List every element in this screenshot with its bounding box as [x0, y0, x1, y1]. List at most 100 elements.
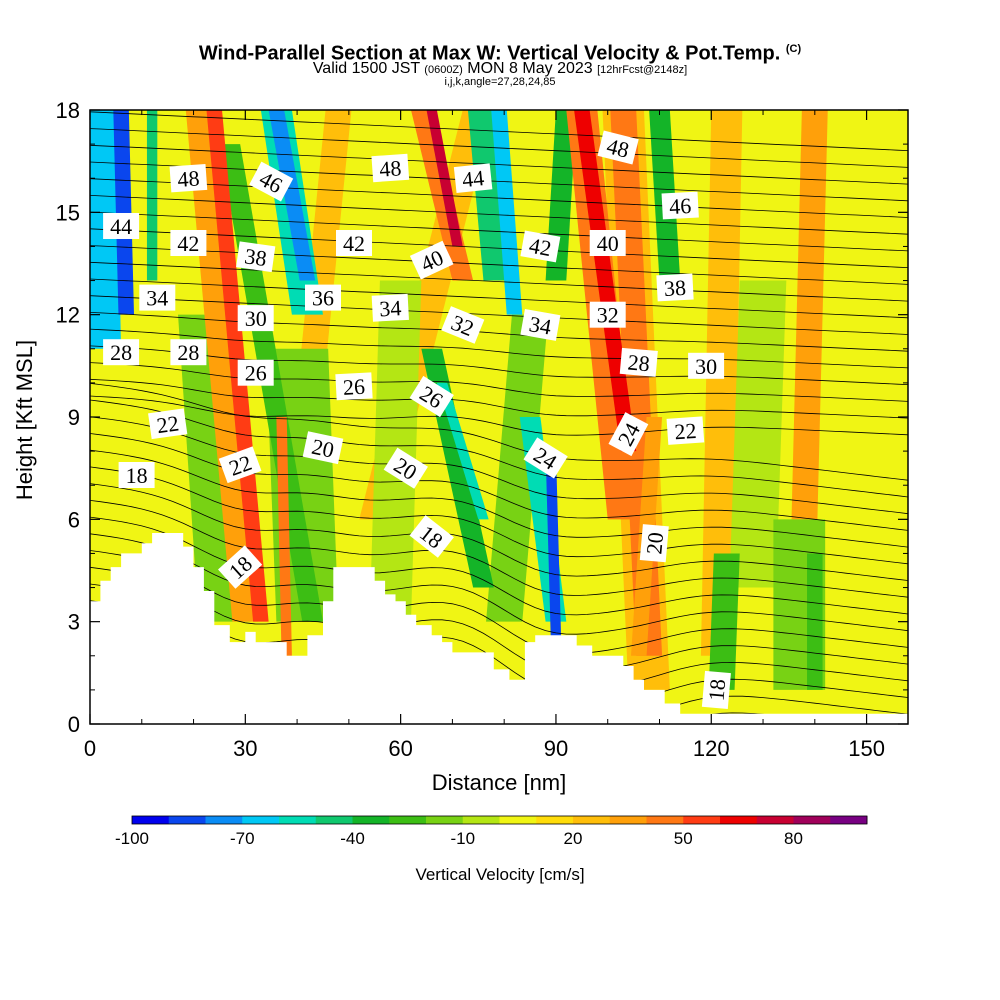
vv-band-25: [206, 110, 269, 622]
theta-label-bg: [103, 213, 140, 239]
y-tick-label: 3: [68, 610, 80, 635]
theta-label-text: 18: [703, 678, 730, 702]
theta-label-text: 28: [177, 340, 199, 365]
theta-label-text: 26: [342, 374, 365, 400]
theta-label-bg: [520, 230, 561, 263]
colorbar-swatch: [462, 816, 500, 824]
theta-label-6: 44: [103, 213, 140, 239]
theta-label-12: 40: [589, 230, 626, 256]
theta-label-text: 36: [312, 286, 334, 311]
theta-label-22: 28: [170, 339, 207, 366]
theta-label-text: 42: [177, 231, 199, 256]
theta-label-39: 18: [701, 670, 731, 709]
theta-label-24: 28: [619, 347, 658, 377]
theta-label-bg: [118, 462, 155, 488]
theta-label-4: 48: [597, 130, 639, 165]
isentrope-40: [90, 278, 908, 319]
vv-band-35: [807, 553, 823, 690]
isentrope-32: [90, 382, 908, 481]
isentrope-41: [90, 261, 908, 302]
theta-label-bg: [688, 352, 725, 379]
theta-label-bg: [237, 359, 274, 386]
theta-label-text: 38: [663, 275, 686, 301]
theta-label-11: 42: [520, 230, 561, 263]
theta-label-bg: [597, 130, 639, 165]
isentrope-34: [90, 378, 908, 419]
y-tick-label: 15: [56, 200, 80, 225]
y-tick-label: 6: [68, 507, 80, 532]
x-tick-label: 120: [693, 736, 730, 761]
colorbar-swatch: [352, 816, 390, 824]
theta-label-bg: [523, 437, 568, 479]
theta-label-8: 38: [236, 241, 276, 273]
colorbar-swatch: [279, 816, 317, 824]
isentrope-27: [90, 466, 908, 565]
theta-label-19: 32: [589, 301, 626, 328]
isentrope-36: [90, 345, 908, 385]
colorbar-tick-label: -40: [340, 829, 365, 848]
theta-label-13: 34: [139, 284, 176, 311]
theta-label-text: 34: [379, 295, 402, 321]
theta-label-bg: [409, 240, 454, 280]
terrain-mask: [90, 533, 908, 724]
colorbar-swatch: [793, 816, 831, 824]
y-axis-title: Height [Kft MSL]: [12, 340, 37, 500]
isentrope-25: [90, 500, 908, 598]
x-axis-title: Distance [nm]: [432, 770, 567, 795]
colorbar-swatch: [168, 816, 206, 824]
theta-label-16: 30: [237, 305, 274, 332]
theta-label-bg: [453, 163, 493, 194]
colorbar-title: Vertical Velocity [cm/s]: [415, 865, 584, 884]
isentrope-33: [90, 395, 908, 436]
theta-label-bg: [371, 153, 410, 183]
theta-label-text: 20: [641, 531, 668, 555]
isentrope-42: [90, 245, 908, 285]
theta-label-text: 40: [597, 231, 619, 256]
colorbar-tick-label: 50: [674, 829, 693, 848]
x-tick-label: 30: [233, 736, 257, 761]
theta-label-text: 22: [155, 410, 180, 438]
theta-label-bg: [619, 347, 658, 377]
theta-label-bg: [170, 230, 207, 256]
theta-label-text: 42: [343, 231, 365, 256]
colorbar-swatch: [499, 816, 537, 824]
x-tick-label: 90: [544, 736, 568, 761]
theta-label-bg: [148, 408, 188, 440]
theta-label-bg: [139, 284, 176, 311]
theta-label-text: 22: [674, 418, 698, 444]
colorbar-tick-label: 20: [564, 829, 583, 848]
theta-label-7: 42: [170, 230, 207, 256]
colorbar-swatch: [720, 816, 758, 824]
theta-label-text: 48: [177, 165, 201, 191]
colorbar-swatch: [573, 816, 611, 824]
y-tick-label: 9: [68, 405, 80, 430]
isentrope-43: [90, 228, 908, 268]
theta-label-bg: [249, 161, 294, 202]
theta-label-text: 30: [245, 306, 267, 331]
isentrope-23: [90, 533, 908, 635]
theta-label-bg: [383, 447, 428, 489]
vv-band-11: [486, 314, 549, 622]
theta-label-14: 36: [305, 284, 341, 311]
isentrope-22: [90, 550, 908, 654]
vv-band-6: [729, 280, 787, 588]
x-tick-label: 60: [388, 736, 412, 761]
theta-label-text: 26: [245, 361, 267, 386]
theta-label-text: 20: [310, 434, 337, 463]
theta-label-bg: [520, 308, 561, 341]
theta-label-text: 18: [126, 463, 148, 488]
colorbar-swatch: [389, 816, 427, 824]
x-tick-label: 0: [84, 736, 96, 761]
vv-band-18: [491, 110, 523, 315]
vv-band-32: [545, 451, 562, 639]
theta-label-text: 34: [146, 286, 168, 311]
theta-label-9: 42: [336, 230, 372, 256]
theta-label-bg: [656, 273, 694, 302]
theta-label-bg: [305, 284, 341, 311]
vv-band-30: [276, 417, 292, 656]
theta-label-bg: [218, 545, 263, 589]
y-tick-label: 18: [56, 98, 80, 123]
theta-label-text: 44: [461, 165, 485, 192]
theta-label-bg: [639, 524, 669, 563]
theta-label-bg: [371, 293, 409, 322]
